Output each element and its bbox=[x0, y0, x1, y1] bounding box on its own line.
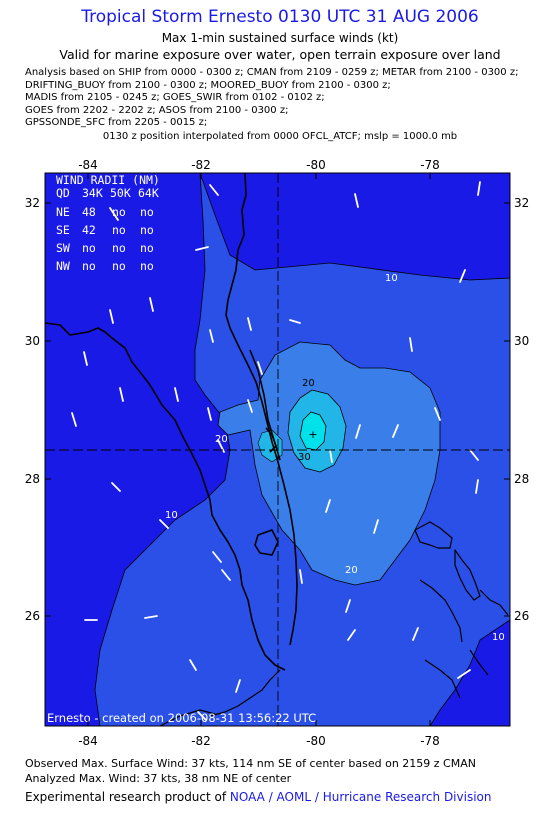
subtitle-wind-type: Max 1-min sustained surface winds (kt) bbox=[161, 31, 399, 45]
wind-radii-cell: SE bbox=[56, 223, 70, 237]
wind-radii-cell: no bbox=[82, 241, 96, 255]
lat-label-left: 32 bbox=[25, 196, 40, 210]
subtitle-exposure: Valid for marine exposure over water, op… bbox=[59, 47, 501, 62]
contour-label: 20 bbox=[302, 378, 315, 389]
lon-label-top: -78 bbox=[420, 158, 440, 172]
storm-center-crosshair bbox=[45, 173, 510, 726]
wind-radii-cell: no bbox=[112, 241, 126, 255]
contour-label: 20 bbox=[215, 434, 228, 445]
wind-radii-header: 34K bbox=[82, 186, 103, 200]
analysis-line: MADIS from 2105 - 0245 z; GOES_SWIR from… bbox=[25, 92, 325, 103]
contour-label: 20 bbox=[345, 565, 358, 576]
max-wind-marker: + bbox=[308, 428, 317, 441]
product-credit: Experimental research product of NOAA / … bbox=[25, 790, 491, 804]
contour-label: 10 bbox=[492, 632, 505, 643]
wind-radii-cell: no bbox=[82, 259, 96, 273]
wind-radii-cell: 42 bbox=[82, 223, 96, 237]
lat-label-left: 26 bbox=[25, 609, 40, 623]
lat-label-right: 26 bbox=[514, 609, 529, 623]
analyzed-max-wind: Analyzed Max. Wind: 37 kts, 38 nm NE of … bbox=[25, 772, 292, 785]
wind-radii-cell: NE bbox=[56, 205, 70, 219]
wind-radii-title: WIND RADII (NM) bbox=[56, 173, 160, 187]
wind-radii-header: 64K bbox=[138, 186, 159, 200]
created-stamp: Ernesto - created on 2006-08-31 13:56:22… bbox=[47, 711, 316, 725]
lon-label-bottom: -78 bbox=[420, 734, 440, 748]
wind-radii-cell: no bbox=[140, 223, 154, 237]
wind-radii-cell: no bbox=[112, 205, 126, 219]
lon-label-top: -80 bbox=[306, 158, 326, 172]
wind-radii-table: WIND RADII (NM) QD 34K 50K 64K NE 48 no … bbox=[56, 173, 160, 273]
axis-ticks bbox=[45, 173, 510, 726]
contour-label: 10 bbox=[385, 273, 398, 284]
wind-radii-header: QD bbox=[56, 186, 70, 200]
analysis-line: DRIFTING_BUOY from 2100 - 0300 z; MOORED… bbox=[25, 80, 391, 91]
lat-label-left: 30 bbox=[25, 334, 40, 348]
wind-radii-cell: no bbox=[140, 241, 154, 255]
lon-label-bottom: -80 bbox=[306, 734, 326, 748]
noaa-link[interactable]: NOAA / AOML / Hurricane Research Divisio… bbox=[229, 790, 492, 804]
page-title: Tropical Storm Ernesto 0130 UTC 31 AUG 2… bbox=[81, 7, 479, 27]
wind-barbs bbox=[71, 181, 481, 721]
wind-radii-cell: NW bbox=[56, 259, 70, 273]
lon-label-bottom: -82 bbox=[191, 734, 211, 748]
observed-max-wind: Observed Max. Surface Wind: 37 kts, 114 … bbox=[25, 757, 476, 770]
contour-label: 10 bbox=[165, 510, 178, 521]
analysis-line: Analysis based on SHIP from 0000 - 0300 … bbox=[25, 67, 519, 78]
wind-radii-cell: no bbox=[140, 259, 154, 273]
wind-radii-cell: 48 bbox=[82, 205, 96, 219]
lon-label-bottom: -84 bbox=[78, 734, 98, 748]
position-line: 0130 z position interpolated from 0000 O… bbox=[102, 131, 458, 142]
lat-label-right: 28 bbox=[514, 472, 529, 486]
lat-label-right: 32 bbox=[514, 196, 529, 210]
wind-radii-cell: SW bbox=[56, 241, 70, 255]
lon-label-top: -82 bbox=[191, 158, 211, 172]
analysis-line: GPSSONDE_SFC from 2205 - 0015 z; bbox=[25, 117, 208, 128]
wind-radii-cell: no bbox=[140, 205, 154, 219]
lon-label-top: -84 bbox=[78, 158, 98, 172]
lat-label-right: 30 bbox=[514, 334, 529, 348]
product-prefix: Experimental research product of bbox=[25, 790, 230, 804]
wind-radii-cell: no bbox=[112, 223, 126, 237]
wind-radii-cell: no bbox=[112, 259, 126, 273]
coastline bbox=[45, 173, 509, 726]
map-frame bbox=[44, 172, 511, 727]
wind-analysis-map: -84 -82 -80 -78 -84 -82 -80 -78 32 30 28… bbox=[25, 158, 530, 748]
wind-band-35-plus bbox=[299, 411, 327, 451]
analysis-line: GOES from 2202 - 2202 z; ASOS from 2100 … bbox=[25, 105, 289, 116]
contour-label: 30 bbox=[298, 452, 311, 463]
wind-radii-header: 50K bbox=[110, 186, 131, 200]
lat-label-left: 28 bbox=[25, 472, 40, 486]
